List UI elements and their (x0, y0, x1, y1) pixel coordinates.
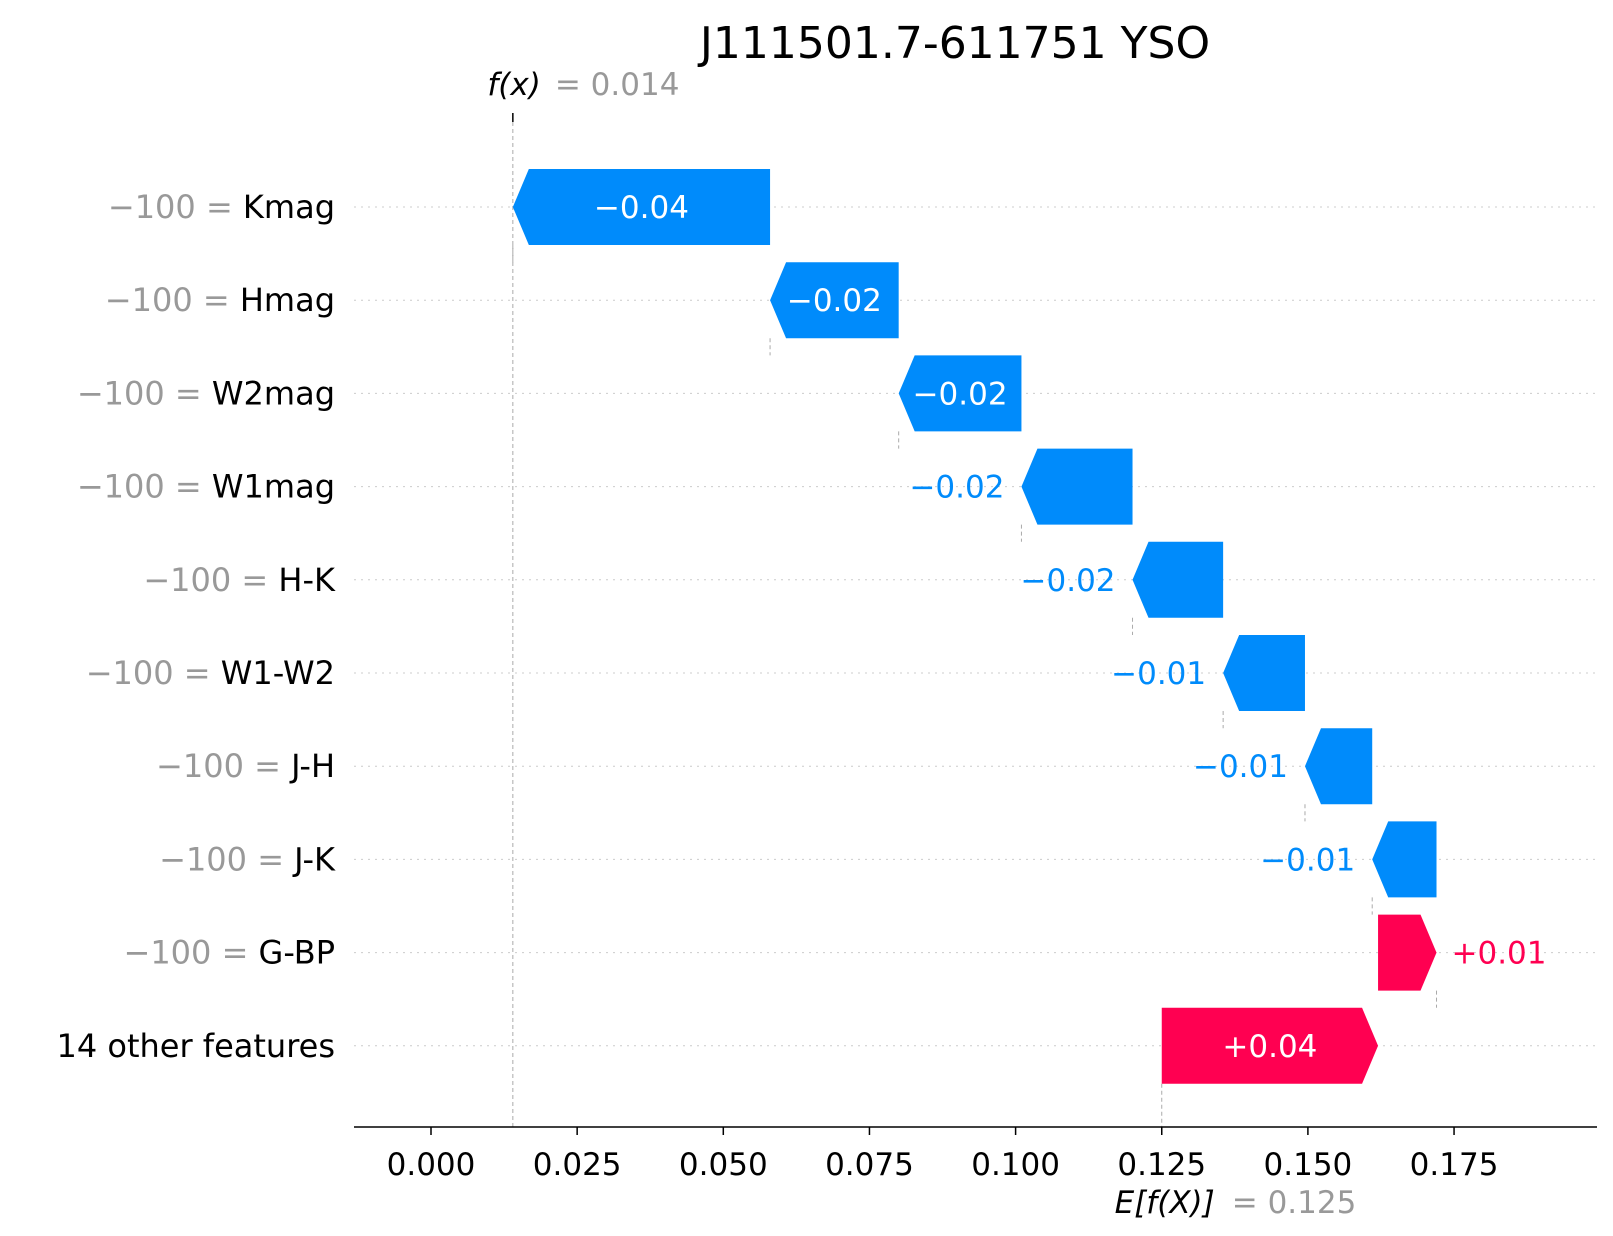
x-tick-label: 0.075 (825, 1147, 914, 1183)
chart-title: J111501.7-611751 YSO (697, 18, 1210, 69)
feature-value: −100 = (77, 374, 212, 412)
feature-name: W1mag (212, 468, 335, 506)
feature-value: −100 = (77, 468, 212, 506)
feature-name: W1-W2 (221, 654, 335, 692)
feature-name: J-K (292, 840, 336, 878)
feature-value: −100 = (159, 840, 294, 878)
x-tick-label: 0.025 (533, 1147, 622, 1183)
feature-label: −100 = W1mag (77, 468, 335, 506)
fx-value: = 0.014 (555, 67, 680, 103)
negative-contribution-bar (898, 355, 1022, 432)
feature-value: −100 = (86, 654, 221, 692)
feature-name: Kmag (243, 188, 335, 226)
x-ticks: 0.000 0.025 0.050 0.075 0.100 0.125 0.150 0.175 (387, 1127, 1499, 1183)
bar-value-label: +0.01 (1452, 936, 1547, 972)
feature-label: −100 = W2mag (77, 374, 335, 412)
positive-contribution-bar (1378, 914, 1437, 991)
negative-contribution-bar (1021, 448, 1133, 525)
feature-name: Hmag (240, 281, 335, 319)
feature-name: 14 other features (56, 1027, 335, 1065)
bar-value-label: −0.02 (909, 470, 1004, 506)
feature-value: −100 = (124, 934, 259, 972)
bar-value-label: −0.04 (594, 190, 689, 226)
bar-value-label: −0.02 (1021, 563, 1116, 599)
feature-name: G-BP (259, 934, 335, 972)
negative-contribution-bar (1223, 635, 1305, 711)
bar-value-label: −0.01 (1260, 842, 1355, 878)
positive-contribution-bar (1161, 1007, 1379, 1084)
negative-contribution-bar (1304, 728, 1373, 805)
feature-label: −100 = H-K (143, 561, 336, 599)
feature-label: −100 = W1-W2 (86, 654, 335, 692)
feature-value: −100 = (156, 747, 291, 785)
feature-label: −100 = Hmag (105, 281, 335, 319)
ex-value: = 0.125 (1232, 1185, 1357, 1221)
reference-lines (512, 113, 1438, 1127)
ex-label: E[f(X)] (1115, 1185, 1215, 1221)
bar-value-label: +0.04 (1222, 1029, 1317, 1065)
fx-annotation: f(x) = 0.014 (487, 67, 679, 103)
feature-label: −100 = J-K (159, 840, 336, 878)
x-tick-label: 0.050 (679, 1147, 768, 1183)
feature-name: W2mag (212, 374, 335, 412)
x-tick-label: 0.000 (387, 1147, 476, 1183)
bar-value-label: −0.02 (913, 376, 1008, 412)
feature-label: 14 other features (56, 1027, 335, 1065)
bar-value-label: −0.01 (1193, 749, 1288, 785)
x-tick-label: 0.100 (971, 1147, 1060, 1183)
bar-value-label: −0.01 (1111, 656, 1206, 692)
x-tick-label: 0.125 (1117, 1147, 1206, 1183)
fx-label: f(x) (487, 67, 540, 103)
bars: −0.04 −0.02 −0.02 −0.02 −0.02 −0.01 −0.01 −0.01… (512, 169, 1547, 1084)
feature-label: −100 = J-H (156, 747, 335, 785)
negative-contribution-bar (512, 169, 771, 245)
feature-value: −100 = (105, 281, 240, 319)
feature-label: −100 = G-BP (124, 934, 336, 972)
feature-name: H-K (278, 561, 336, 599)
bar-value-label: −0.02 (787, 283, 882, 319)
ex-annotation: E[f(X)] = 0.125 (1115, 1185, 1357, 1221)
feature-labels: −100 = Kmag−100 = Hmag−100 = W2mag−100 =… (56, 188, 336, 1065)
feature-label: −100 = Kmag (108, 188, 335, 226)
negative-contribution-bar (1132, 541, 1224, 618)
feature-value: −100 = (108, 188, 243, 226)
x-tick-label: 0.150 (1264, 1147, 1353, 1183)
negative-contribution-bar (1372, 821, 1437, 898)
x-tick-label: 0.175 (1410, 1147, 1499, 1183)
feature-value: −100 = (143, 561, 278, 599)
feature-name: J-H (289, 747, 335, 785)
negative-contribution-bar (770, 262, 899, 339)
